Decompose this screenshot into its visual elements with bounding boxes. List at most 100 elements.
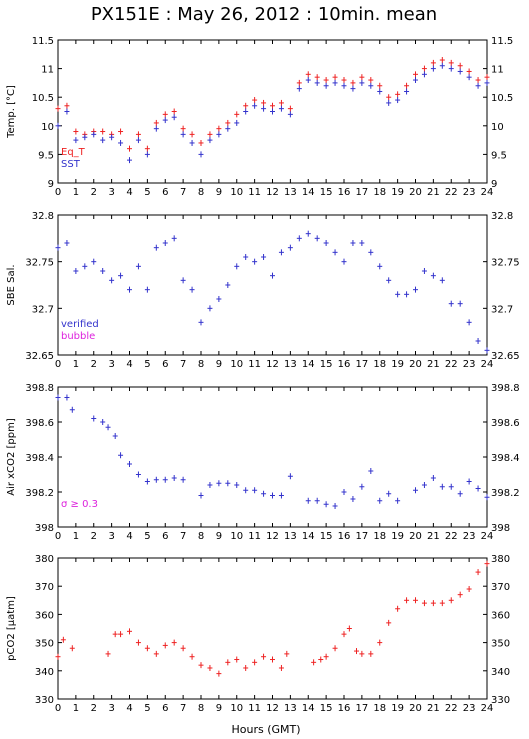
data-point xyxy=(180,645,186,652)
panel-2: 0 1 2 3 4 5 6 7 8 9 10 11 12 13 14 15 16 17 18 19 20 21 22 23 24… xyxy=(6,211,520,370)
data-point xyxy=(234,111,240,118)
data-point xyxy=(484,79,490,86)
data-point xyxy=(430,475,436,481)
data-point xyxy=(270,492,275,499)
data-point xyxy=(225,659,231,666)
data-point xyxy=(109,134,115,141)
data-point xyxy=(207,305,213,312)
x-tick-label: 18 xyxy=(373,531,386,542)
y-tick-label-left: 330 xyxy=(35,695,54,706)
data-point xyxy=(305,497,311,504)
x-tick-label: 17 xyxy=(356,703,369,714)
data-point xyxy=(216,670,222,677)
data-point xyxy=(439,600,445,607)
data-point xyxy=(135,471,141,478)
data-point xyxy=(73,128,79,135)
data-point xyxy=(448,59,454,66)
data-point xyxy=(198,662,204,669)
data-point xyxy=(287,105,293,112)
x-tick-label: 21 xyxy=(427,703,440,714)
data-point xyxy=(404,597,410,604)
data-point xyxy=(144,151,150,158)
data-point xyxy=(439,57,445,64)
y-tick-label-right: 32.8 xyxy=(491,211,513,222)
data-point xyxy=(350,79,356,86)
data-point xyxy=(484,74,490,81)
x-tick-label: 20 xyxy=(409,703,422,714)
x-tick-label: 5 xyxy=(144,187,150,198)
data-point xyxy=(55,394,61,401)
x-tick-label: 0 xyxy=(55,359,61,370)
data-point xyxy=(234,119,240,126)
x-tick-label: 23 xyxy=(463,703,476,714)
data-point xyxy=(100,128,106,135)
data-point xyxy=(350,240,356,246)
data-point xyxy=(198,139,204,146)
y-tick-label-right: 370 xyxy=(491,582,510,593)
data-point xyxy=(395,605,401,612)
y-tick-label-left: 11 xyxy=(41,65,54,76)
data-point xyxy=(171,475,177,481)
x-tick-label: 15 xyxy=(320,703,333,714)
data-point xyxy=(162,111,168,118)
x-tick-label: 22 xyxy=(445,187,458,198)
data-point xyxy=(287,244,293,251)
y-tick-label-right: 10 xyxy=(491,122,504,133)
x-tick-label: 10 xyxy=(230,531,243,542)
data-point xyxy=(368,468,374,474)
data-point xyxy=(314,497,320,504)
x-axis-label: Hours (GMT) xyxy=(231,723,300,736)
data-point xyxy=(225,119,231,126)
x-tick-label: 11 xyxy=(248,359,261,370)
x-tick-label: 3 xyxy=(108,359,114,370)
data-point xyxy=(359,650,365,657)
x-tick-label: 3 xyxy=(108,187,114,198)
y-axis-label: pCO2 [µatm] xyxy=(6,596,17,661)
x-tick-label: 10 xyxy=(230,187,243,198)
data-point xyxy=(475,82,481,89)
data-point xyxy=(109,277,115,284)
x-tick-label: 24 xyxy=(481,187,494,198)
data-point xyxy=(466,478,472,485)
data-point xyxy=(135,137,141,144)
y-tick-label-right: 398 xyxy=(491,523,510,534)
y-tick-label-right: 350 xyxy=(491,639,510,650)
data-point xyxy=(413,487,418,494)
x-tick-label: 2 xyxy=(91,703,97,714)
x-tick-label: 21 xyxy=(427,359,440,370)
x-tick-label: 22 xyxy=(445,703,458,714)
series-1 xyxy=(55,57,490,152)
x-tick-label: 6 xyxy=(162,531,168,542)
y-tick-label-left: 10.5 xyxy=(32,93,54,104)
data-point xyxy=(484,347,490,354)
data-point xyxy=(144,478,150,485)
data-point xyxy=(457,591,463,598)
data-point xyxy=(377,639,383,646)
data-point xyxy=(296,85,302,92)
data-point xyxy=(323,77,329,84)
data-point xyxy=(332,503,338,509)
y-tick-label-right: 398.4 xyxy=(491,453,520,464)
data-point xyxy=(127,286,132,293)
data-point xyxy=(171,639,177,646)
y-tick-label-left: 380 xyxy=(35,554,54,565)
y-tick-label-left: 398.8 xyxy=(25,383,54,394)
data-point xyxy=(252,659,258,666)
y-tick-label-left: 32.65 xyxy=(25,351,54,362)
annotation: σ ≥ 0.3 xyxy=(61,499,98,510)
data-point xyxy=(144,645,150,652)
y-tick-label-left: 32.8 xyxy=(32,211,54,222)
x-tick-label: 24 xyxy=(481,359,494,370)
y-tick-label-right: 398.8 xyxy=(491,383,520,394)
data-point xyxy=(287,473,293,480)
y-tick-label-right: 398.6 xyxy=(491,418,520,429)
x-tick-label: 12 xyxy=(266,187,279,198)
x-tick-label: 11 xyxy=(248,703,261,714)
data-point xyxy=(377,88,383,95)
x-tick-label: 17 xyxy=(356,531,369,542)
data-point xyxy=(216,480,222,487)
y-tick-label-right: 380 xyxy=(491,554,510,565)
x-tick-label: 17 xyxy=(356,187,369,198)
data-point xyxy=(305,77,311,84)
